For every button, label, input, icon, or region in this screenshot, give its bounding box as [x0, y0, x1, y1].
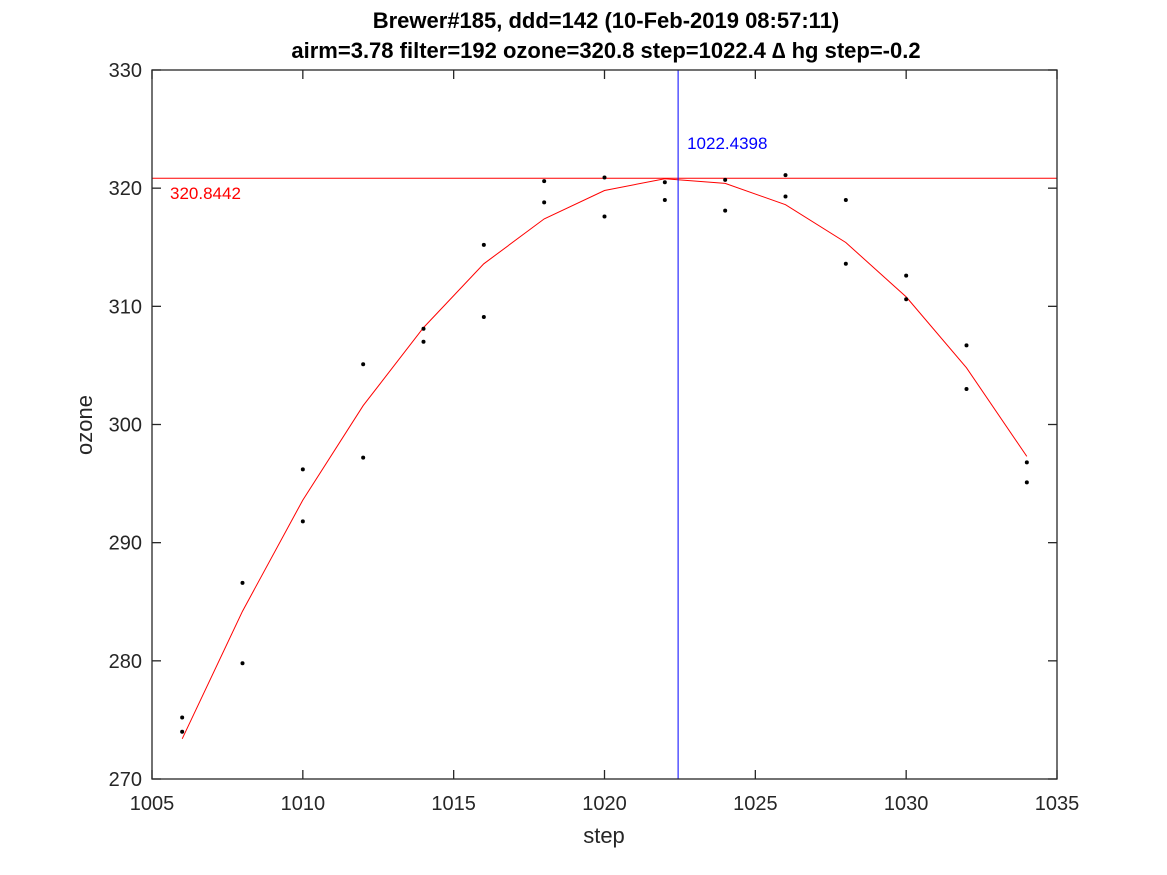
plot-area: [152, 70, 1057, 779]
data-point: [964, 387, 969, 392]
y-tick-label: 320: [109, 178, 142, 200]
y-tick-label: 300: [109, 415, 142, 437]
data-point: [240, 580, 245, 585]
x-tick-label: 1015: [431, 793, 476, 815]
plot-frame: [151, 69, 1058, 780]
data-point: [1024, 460, 1029, 465]
max-ozone-label: 320.8442: [170, 184, 241, 203]
y-tick-label: 330: [109, 60, 142, 82]
data-point: [964, 343, 969, 348]
x-tick-label: 1020: [582, 793, 627, 815]
x-tick-label: 1010: [281, 793, 326, 815]
data-point: [1024, 480, 1029, 485]
data-point: [542, 179, 547, 184]
x-tick-label: 1030: [884, 793, 929, 815]
data-point: [542, 200, 547, 205]
data-point: [481, 242, 486, 247]
y-axis-label: ozone: [72, 395, 97, 455]
fit-curve: [181, 178, 1028, 740]
y-tick-label: 270: [109, 769, 142, 791]
y-tick-label: 290: [109, 533, 142, 555]
data-point: [662, 180, 667, 185]
data-point: [421, 326, 426, 331]
data-point: [602, 214, 607, 219]
data-point: [783, 173, 788, 178]
data-point: [361, 455, 366, 460]
data-point: [723, 208, 728, 213]
data-point: [240, 661, 245, 666]
data-point: [662, 197, 667, 202]
y-tick-label: 310: [109, 296, 142, 318]
data-point: [904, 297, 909, 302]
data-point: [904, 273, 909, 278]
data-point: [361, 362, 366, 367]
data-point: [180, 729, 185, 734]
chart-title: Brewer#185, ddd=142 (10-Feb-2019 08:57:1…: [373, 8, 840, 33]
x-tick-label: 1025: [733, 793, 778, 815]
x-axis-label: step: [583, 823, 625, 848]
data-point: [180, 715, 185, 720]
x-tick-labels: 1005 1010 1015 1020 1025 1030 1035: [130, 793, 1080, 815]
y-tick-labels: 270 280 290 300 310 320 330: [109, 60, 142, 791]
data-point: [783, 194, 788, 199]
ozone-label-background: [164, 181, 264, 206]
chart-subtitle: airm=3.78 filter=192 ozone=320.8 step=10…: [291, 38, 920, 63]
data-point: [602, 175, 607, 180]
data-point: [843, 197, 848, 202]
data-point: [300, 519, 305, 524]
y-tick-label: 280: [109, 651, 142, 673]
x-tick-label: 1005: [130, 793, 175, 815]
data-point: [481, 314, 486, 319]
max-step-label: 1022.4398: [687, 134, 767, 153]
data-point: [421, 339, 426, 344]
data-point: [300, 467, 305, 472]
x-tick-label: 1035: [1035, 793, 1080, 815]
data-point: [723, 177, 728, 182]
data-points: [180, 173, 1029, 734]
data-point: [843, 261, 848, 266]
